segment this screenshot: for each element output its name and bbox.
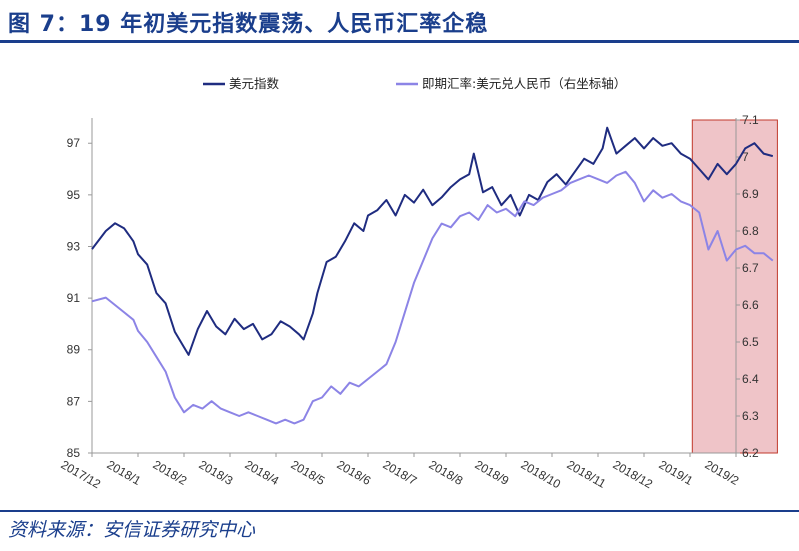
left-tick-label: 93 bbox=[67, 239, 81, 253]
highlight-band bbox=[691, 119, 778, 454]
legend-label-usdcny: 即期汇率:美元兑人民币（右坐标轴） bbox=[422, 76, 626, 91]
right-tick-label: 6.6 bbox=[742, 298, 759, 312]
x-tick-label: 2018/3 bbox=[197, 457, 236, 488]
right-tick-label: 7.1 bbox=[742, 113, 759, 127]
right-tick-label: 6.4 bbox=[742, 372, 759, 386]
usdcny-line bbox=[91, 170, 774, 425]
left-tick-label: 95 bbox=[67, 188, 81, 202]
right-tick-label: 7 bbox=[742, 150, 749, 164]
x-tick-label: 2017/12 bbox=[59, 457, 104, 491]
right-tick-label: 6.8 bbox=[742, 224, 759, 238]
series-layer bbox=[91, 126, 774, 425]
page-title: 图 7：19 年初美元指数震荡、人民币汇率企稳 bbox=[8, 12, 489, 37]
right-tick-label: 6.9 bbox=[742, 187, 759, 201]
right-tick-label: 6.2 bbox=[742, 446, 759, 460]
right-tick-label: 6.5 bbox=[742, 335, 759, 349]
x-tick-label: 2018/12 bbox=[611, 457, 656, 491]
x-tick-label: 2018/5 bbox=[289, 457, 328, 488]
x-tick-label: 2018/1 bbox=[105, 457, 144, 488]
x-tick-label: 2018/2 bbox=[151, 457, 190, 488]
right-tick-label: 6.3 bbox=[742, 409, 759, 423]
left-tick-label: 89 bbox=[67, 343, 81, 357]
x-tick-label: 2018/11 bbox=[565, 457, 609, 491]
x-tick-label: 2018/9 bbox=[473, 457, 512, 488]
legend-label-usd-index: 美元指数 bbox=[229, 76, 280, 91]
title-rule bbox=[0, 40, 799, 43]
x-tick-label: 2018/6 bbox=[335, 457, 374, 488]
x-tick-label: 2018/7 bbox=[381, 457, 420, 488]
chart: 85 87 89 91 93 95 97 6.2 6.3 6.4 6.5 6.6 6.7 6.8 6.9 7 7… bbox=[59, 76, 778, 491]
usd-index-line bbox=[91, 126, 774, 356]
x-tick-label: 2018/4 bbox=[243, 457, 282, 488]
bottom-rule bbox=[0, 510, 799, 512]
legend: 美元指数 即期汇率:美元兑人民币（右坐标轴） bbox=[203, 76, 626, 91]
source-note: 资料来源：安信证券研究中心 bbox=[8, 519, 256, 541]
x-tick-label: 2019/1 bbox=[657, 457, 696, 488]
x-tick-label: 2018/8 bbox=[427, 457, 466, 488]
left-tick-label: 85 bbox=[67, 446, 81, 460]
x-tick-label: 2018/10 bbox=[519, 457, 564, 491]
left-tick-label: 91 bbox=[67, 291, 81, 305]
x-tick-label: 2019/2 bbox=[703, 457, 742, 488]
left-tick-label: 87 bbox=[67, 394, 81, 408]
left-tick-label: 97 bbox=[67, 136, 81, 150]
highlight-band-layer bbox=[691, 119, 778, 454]
right-tick-label: 6.7 bbox=[742, 261, 759, 275]
